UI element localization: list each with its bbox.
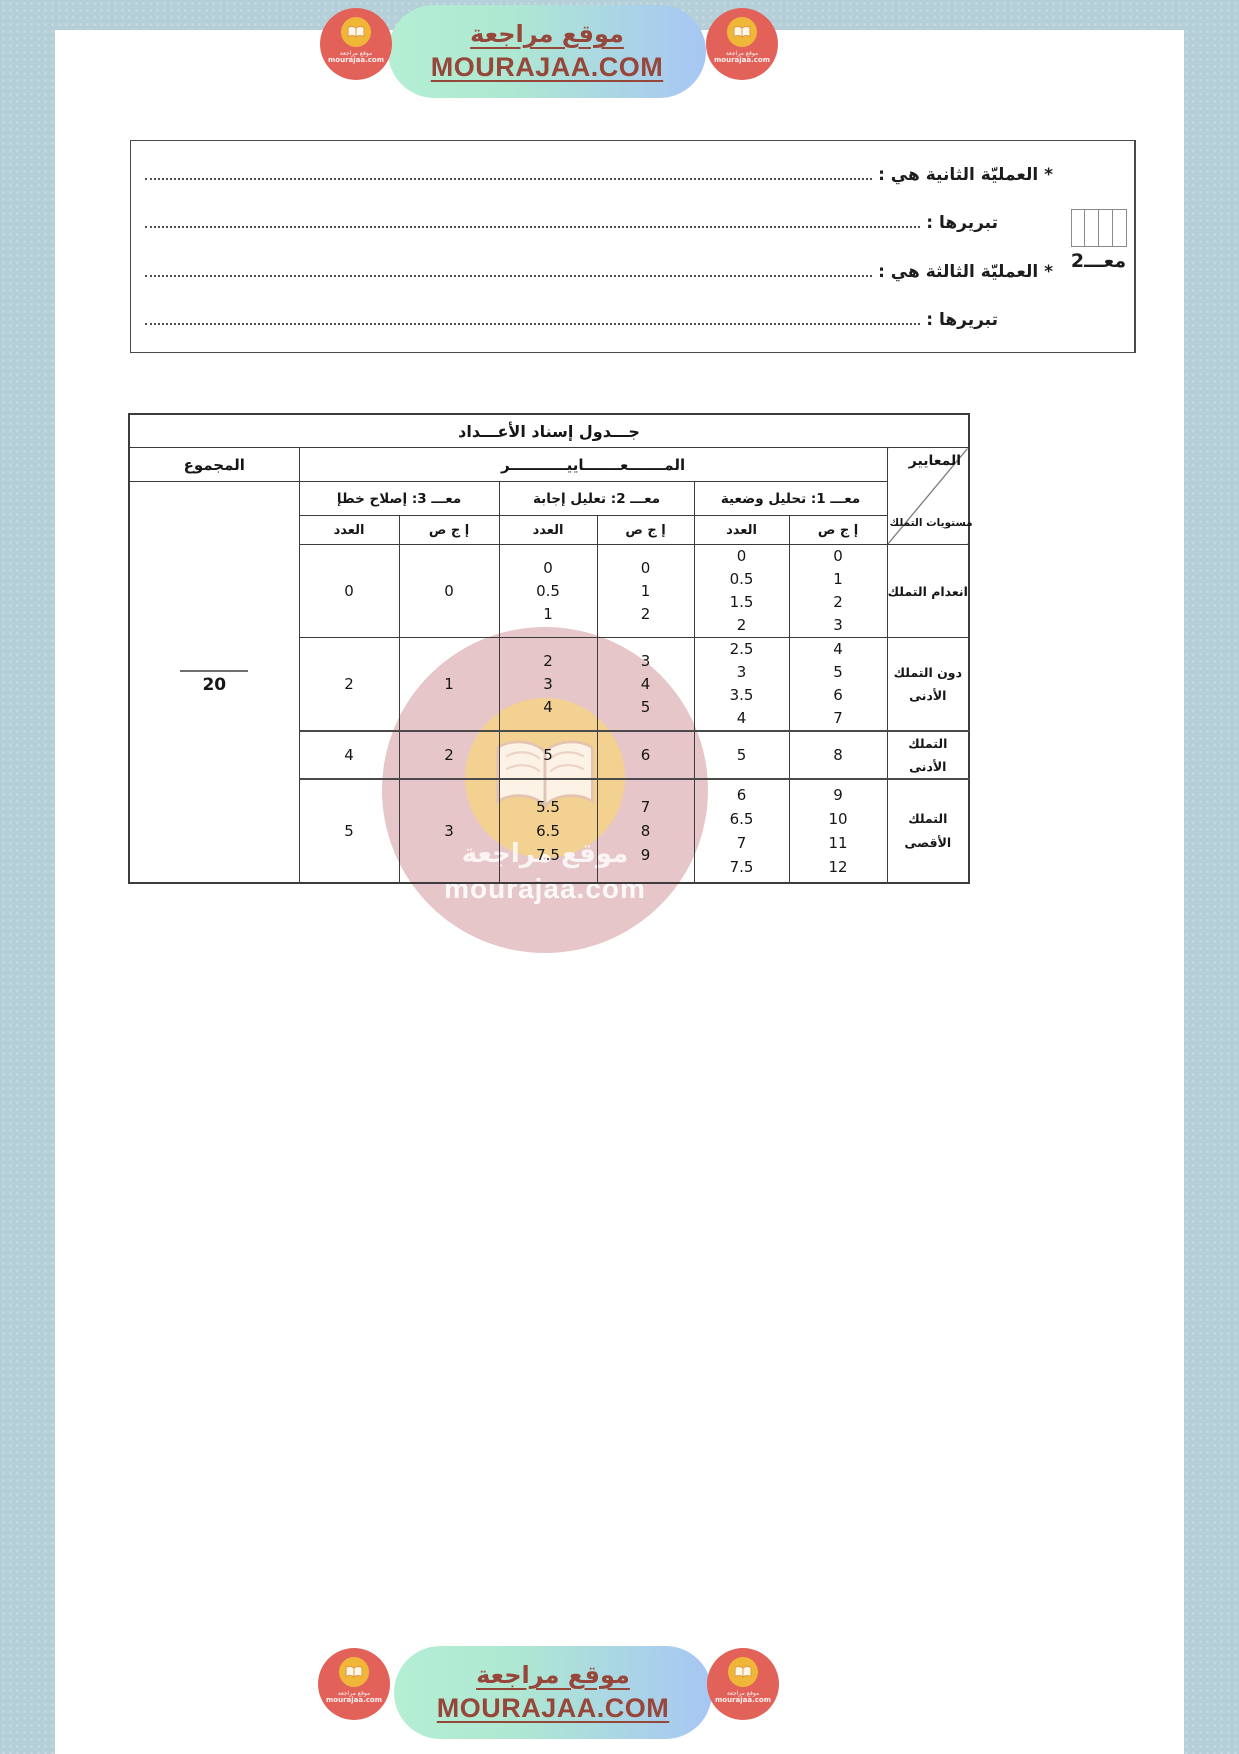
- subheader-correct: إ ج ص: [788, 515, 888, 545]
- answer-line-justification2: تبريرها :: [145, 213, 1053, 233]
- answer-label: تبريرها :: [926, 309, 998, 330]
- answer-label: * العمليّة الثالثة هي :: [878, 261, 1053, 282]
- m1-count-cell: 0 0.5 1.5 2: [693, 544, 790, 638]
- table-title: جـــدول إسناد الأعـــداد: [128, 413, 970, 448]
- mastery-levels-axis-label: مستويات التملك: [889, 517, 973, 529]
- score-tick-grid: [1070, 209, 1127, 247]
- badge-caption: موقع مراجعة mourajaa.com: [713, 50, 771, 64]
- badge-caption: موقع مراجعة mourajaa.com: [327, 50, 385, 64]
- m3-count-cell: 0: [298, 544, 400, 638]
- total-value-cell: 20: [128, 481, 300, 884]
- answer-label: تبريرها :: [926, 213, 998, 234]
- m1-count-cell: 6 6.5 7 7.5: [693, 778, 790, 884]
- m3-correct-cell: 2: [398, 730, 500, 780]
- m1-count-cell: 5: [693, 730, 790, 780]
- site-name-latin: MOURAJAA.COM: [430, 52, 664, 82]
- site-banner-top: موقع مراجعة MOURAJAA.COM: [388, 5, 706, 98]
- book-icon: [728, 1657, 758, 1687]
- total-overline: [180, 669, 249, 672]
- book-icon: [341, 17, 371, 47]
- site-banner-bottom: موقع مراجعة MOURAJAA.COM: [394, 1646, 712, 1739]
- m3-count-cell: 5: [298, 778, 400, 884]
- total-header: المجموع: [128, 447, 300, 482]
- site-badge-top-left: موقع مراجعة mourajaa.com: [320, 8, 392, 80]
- subheader-count: العدد: [498, 515, 598, 545]
- subheader-count: العدد: [298, 515, 400, 545]
- mastery-level-label: دون التملك الأدنى: [886, 637, 970, 732]
- mastery-level-label: التملك الأقصى: [886, 778, 970, 884]
- answer-lines: * العمليّة الثانية هي : تبريرها : * العم…: [131, 141, 1063, 352]
- answer-line-operation3: * العمليّة الثالثة هي :: [145, 262, 1053, 282]
- answer-line-operation2: * العمليّة الثانية هي :: [145, 165, 1053, 185]
- site-name-latin: MOURAJAA.COM: [436, 1693, 670, 1723]
- m3-correct-cell: 3: [398, 778, 500, 884]
- table-title-row: جـــدول إسناد الأعـــداد: [128, 413, 970, 448]
- badge-caption: موقع مراجعة mourajaa.com: [325, 1690, 383, 1704]
- site-badge-bottom-right: موقع مراجعة mourajaa.com: [707, 1648, 779, 1720]
- book-icon: [339, 1657, 369, 1687]
- m1-correct-cell: 9 10 11 12: [788, 778, 888, 884]
- table-header-row-2: معـــ 1: تحليل وضعية معـــ 2: تعليل إجاب…: [128, 481, 969, 884]
- dotted-answer-line: [145, 274, 873, 277]
- dotted-answer-line: [145, 322, 921, 325]
- m2-correct-cell: 6: [596, 730, 695, 780]
- total-value: 20: [202, 674, 227, 695]
- m2-count-cell: 0 0.5 1: [498, 544, 598, 638]
- site-badge-bottom-left: موقع مراجعة mourajaa.com: [318, 1648, 390, 1720]
- m3-correct-cell: 0: [398, 544, 500, 638]
- criterion-score-column: معـــ2: [1063, 141, 1135, 352]
- criterion-3-header: معـــ 3: إصلاح خطإ: [298, 481, 500, 516]
- table-header-row-1: المعايير مستويات التملك المـــــــعـــــ…: [128, 447, 973, 545]
- subheader-correct: إ ج ص: [398, 515, 500, 545]
- mastery-level-label: انعدام التملك: [886, 544, 970, 638]
- m3-correct-cell: 1: [398, 637, 500, 732]
- table-body: جـــدول إسناد الأعـــداد المعايير مستويا…: [128, 413, 973, 884]
- m1-correct-cell: 8: [788, 730, 888, 780]
- criterion-2-header: معـــ 2: تعليل إجابة: [498, 481, 695, 516]
- criterion-1-header: معـــ 1: تحليل وضعية: [693, 481, 888, 516]
- table-subheader-row: إ ج ص العدد إ ج ص العدد إ ج ص العدد: [129, 515, 969, 545]
- subheader-count: العدد: [693, 515, 790, 545]
- answer-box: * العمليّة الثانية هي : تبريرها : * العم…: [130, 140, 1136, 353]
- site-name-arabic: موقع مراجعة: [476, 1661, 630, 1689]
- criteria-axis-label: المعايير: [908, 453, 962, 469]
- site-badge-top-right: موقع مراجعة mourajaa.com: [706, 8, 778, 80]
- dotted-answer-line: [145, 178, 873, 181]
- site-name-arabic: موقع مراجعة: [470, 20, 624, 48]
- answer-line-justification3: تبريرها :: [145, 310, 1053, 330]
- m3-count-cell: 2: [298, 637, 400, 732]
- book-icon: [727, 17, 757, 47]
- subheader-correct: إ ج ص: [596, 515, 695, 545]
- m1-count-cell: 2.5 3 3.5 4: [693, 637, 790, 732]
- answer-label: * العمليّة الثانية هي :: [878, 165, 1053, 186]
- diagonal-header-cell: المعايير مستويات التملك: [886, 447, 973, 545]
- dotted-answer-line: [145, 226, 921, 229]
- mastery-level-label: التملك الأدنى: [886, 730, 970, 780]
- badge-caption: موقع مراجعة mourajaa.com: [714, 1690, 772, 1704]
- m2-count-cell: 5.5 6.5 7.5: [498, 778, 598, 884]
- table-row: انعدام التملك 0 1 2 3 0 0.5 1.5 2 0 1 2 0 0.5 1 0 0: [129, 544, 970, 638]
- m3-count-cell: 4: [298, 730, 400, 780]
- criteria-header: المـــــــعـــــــاييـــــــــــر: [298, 447, 888, 482]
- criterion-label: معـــ2: [1070, 250, 1127, 272]
- m2-count-cell: 5: [498, 730, 598, 780]
- grades-table: جـــدول إسناد الأعـــداد المعايير مستويا…: [128, 413, 973, 884]
